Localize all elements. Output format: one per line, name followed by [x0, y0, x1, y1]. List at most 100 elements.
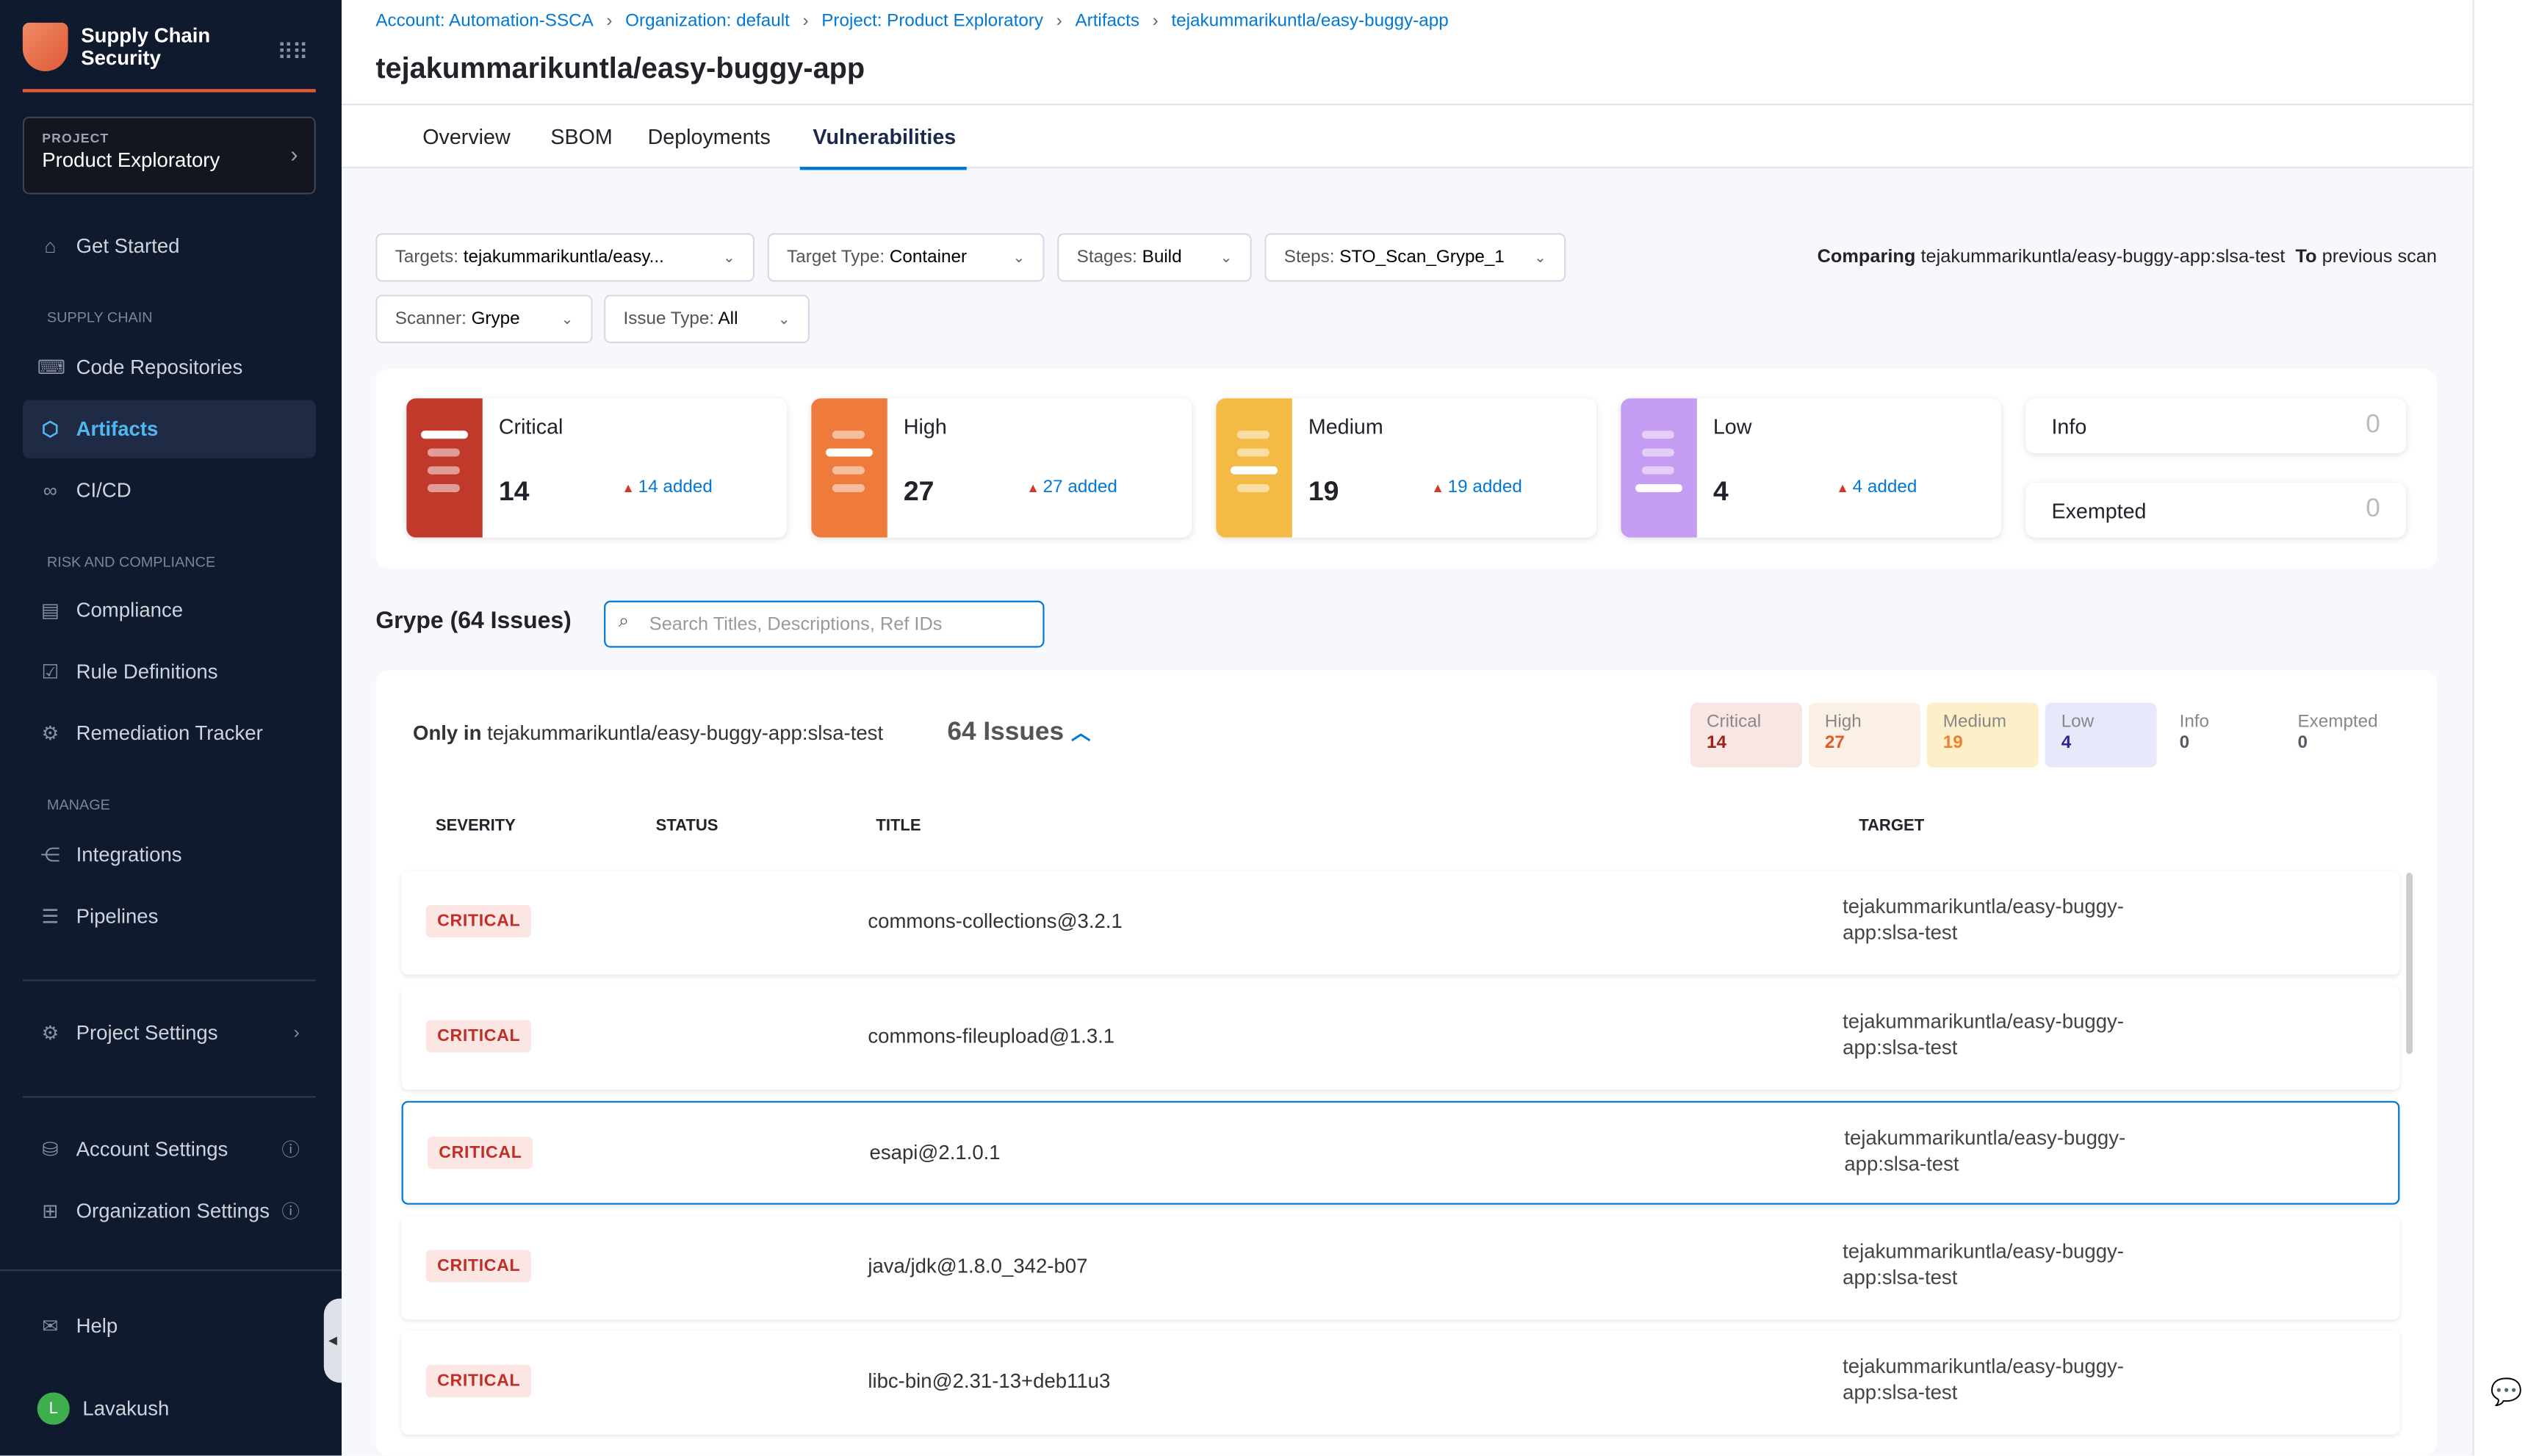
severity-pill-exempted[interactable]: Exempted 0: [2281, 702, 2394, 768]
app-logo[interactable]: Supply Chain Security: [22, 22, 210, 71]
user-profile[interactable]: L Lavakush: [23, 1380, 316, 1438]
tab-deployments[interactable]: Deployments: [647, 124, 771, 149]
breadcrumb-project[interactable]: Project: Product Exploratory: [821, 11, 1044, 31]
table-row[interactable]: CRITICAL java/jdk@1.8.0_342-b07 tejakumm…: [401, 1216, 2400, 1320]
infinity-icon: ∞: [43, 479, 57, 502]
shield-logo-icon: [22, 22, 68, 71]
nav-get-started[interactable]: ⌂ Get Started: [23, 217, 316, 275]
nav-label: Project Settings: [76, 1021, 218, 1045]
nav-code-repositories[interactable]: ⌨ Code Repositories: [23, 339, 316, 397]
nav-label: Compliance: [76, 599, 184, 622]
severity-card-low[interactable]: Low 4 4 added: [1621, 398, 2002, 538]
app-title-line2: Security: [81, 46, 161, 70]
nav-project-settings[interactable]: ⚙ Project Settings ›: [23, 1003, 316, 1062]
chevron-right-icon: ›: [290, 140, 298, 167]
nav-artifacts[interactable]: ⬡ Artifacts: [22, 400, 316, 458]
user-name: Lavakush: [82, 1397, 170, 1420]
collapse-sidebar-button[interactable]: ◀: [323, 1298, 342, 1383]
scrollbar[interactable]: [2406, 872, 2413, 1054]
tab-sbom[interactable]: SBOM: [550, 124, 613, 149]
column-title[interactable]: TITLE: [876, 818, 921, 836]
severity-pill-high[interactable]: High 27: [1808, 702, 1920, 768]
target-type-dropdown[interactable]: Target Type: Container ⌄: [767, 233, 1045, 282]
breadcrumb-artifacts[interactable]: Artifacts: [1075, 11, 1140, 31]
document-icon: ▤: [40, 599, 60, 622]
table-row[interactable]: CRITICAL esapi@2.1.0.1 tejakummarikuntla…: [401, 1100, 2400, 1205]
project-label: PROJECT: [42, 131, 109, 146]
breadcrumb-artifact[interactable]: tejakummarikuntla/easy-buggy-app: [1171, 11, 1449, 31]
nav-label: Code Repositories: [76, 356, 243, 379]
severity-pill-info[interactable]: Info 0: [2163, 702, 2275, 768]
pill-label: High: [1824, 712, 1862, 732]
pill-label: Exempted: [2297, 712, 2378, 732]
right-rail: 💬: [2472, 0, 2539, 1456]
table-row[interactable]: CRITICAL commons-collections@3.2.1 tejak…: [401, 871, 2400, 975]
chevron-right-icon: ›: [293, 1023, 300, 1043]
nav-pipelines[interactable]: ☰ Pipelines: [23, 887, 316, 945]
tab-vulnerabilities[interactable]: Vulnerabilities: [813, 124, 957, 149]
search-input[interactable]: ⌕ Search Titles, Descriptions, Ref IDs: [604, 600, 1045, 648]
pill-label: Low: [2061, 712, 2095, 732]
section-risk-compliance: RISK AND COMPLIANCE: [46, 553, 216, 570]
tab-bar: Overview SBOM Deployments Vulnerabilitie…: [342, 104, 2473, 170]
nav-remediation-tracker[interactable]: ⚙ Remediation Tracker: [23, 704, 316, 763]
section-supply-chain: SUPPLY CHAIN: [46, 309, 153, 326]
nav-label: Account Settings: [76, 1138, 228, 1161]
table-row[interactable]: CRITICAL libc-bin@2.31-13+deb11u3 tejaku…: [401, 1330, 2400, 1435]
severity-name: High: [903, 414, 947, 439]
nav-compliance[interactable]: ▤ Compliance: [23, 581, 316, 639]
added-count: 27 added: [1026, 477, 1117, 497]
nav-label: Help: [76, 1314, 118, 1338]
tracker-icon: ⚙: [41, 721, 60, 745]
info-card[interactable]: Info 0: [2025, 398, 2407, 454]
nav-label: Rule Definitions: [76, 660, 218, 684]
column-status[interactable]: STATUS: [655, 818, 719, 836]
group-toggle[interactable]: 64 Issues ︿: [947, 719, 1090, 749]
chat-support-icon[interactable]: 💬: [2490, 1379, 2523, 1408]
issue-title: esapi@2.1.0.1: [869, 1141, 1001, 1164]
nav-label: Organization Settings: [76, 1200, 270, 1223]
severity-card-high[interactable]: High 27 27 added: [811, 398, 1192, 538]
exempted-card[interactable]: Exempted 0: [2025, 482, 2407, 538]
clipboard-icon: ☑: [41, 660, 60, 684]
stages-dropdown[interactable]: Stages: Build ⌄: [1057, 233, 1252, 282]
scanner-dropdown[interactable]: Scanner: Grype ⌄: [375, 295, 593, 344]
severity-pill-medium[interactable]: Medium 19: [1926, 702, 2039, 768]
section-manage: MANAGE: [46, 796, 110, 813]
help-icon: ✉: [42, 1314, 59, 1338]
tab-overview[interactable]: Overview: [422, 124, 511, 149]
added-count: 14 added: [622, 477, 713, 497]
issue-type-dropdown[interactable]: Issue Type: All ⌄: [604, 295, 810, 344]
nav-rule-definitions[interactable]: ☑ Rule Definitions: [23, 643, 316, 701]
avatar: L: [37, 1392, 70, 1425]
nav-label: Get Started: [76, 234, 180, 258]
chevron-up-icon: ︿: [1070, 721, 1091, 745]
nav-organization-settings[interactable]: ⊞ Organization Settings ⓘ: [23, 1182, 316, 1240]
severity-pill-critical[interactable]: Critical 14: [1690, 702, 1803, 768]
severity-card-medium[interactable]: Medium 19 19 added: [1216, 398, 1597, 538]
severity-pill-low[interactable]: Low 4: [2045, 702, 2157, 768]
nav-label: Remediation Tracker: [76, 721, 263, 745]
project-name: Product Exploratory: [42, 148, 220, 172]
column-severity[interactable]: SEVERITY: [435, 818, 516, 836]
nav-label: Pipelines: [76, 905, 159, 928]
column-target[interactable]: TARGET: [1859, 818, 1925, 836]
targets-dropdown[interactable]: Targets: tejakummarikuntla/easy... ⌄: [375, 233, 755, 282]
main-content: Account: Automation-SSCA › Organization: …: [342, 0, 2473, 1456]
chevron-down-icon: ⌄: [1220, 248, 1233, 265]
nav-account-settings[interactable]: ⛁ Account Settings ⓘ: [23, 1120, 316, 1178]
nav-cicd[interactable]: ∞ CI/CD: [23, 461, 316, 519]
pipeline-icon: ☰: [41, 905, 60, 928]
breadcrumb-organization[interactable]: Organization: default: [625, 11, 790, 31]
box-icon: ⬡: [41, 417, 59, 441]
breadcrumb-account[interactable]: Account: Automation-SSCA: [375, 11, 594, 31]
app-grid-icon[interactable]: ⠿⠿: [276, 38, 309, 65]
steps-dropdown[interactable]: Steps: STO_Scan_Grype_1 ⌄: [1264, 233, 1566, 282]
nav-integrations[interactable]: ⋲ Integrations: [23, 826, 316, 884]
table-row[interactable]: CRITICAL commons-fileupload@1.3.1 tejaku…: [401, 986, 2400, 1090]
project-selector[interactable]: PROJECT Product Exploratory ›: [22, 116, 316, 195]
divider: [22, 89, 316, 93]
active-tab-indicator: [799, 167, 967, 170]
nav-help[interactable]: ✉ Help: [23, 1297, 316, 1355]
severity-card-critical[interactable]: Critical 14 14 added: [406, 398, 788, 538]
